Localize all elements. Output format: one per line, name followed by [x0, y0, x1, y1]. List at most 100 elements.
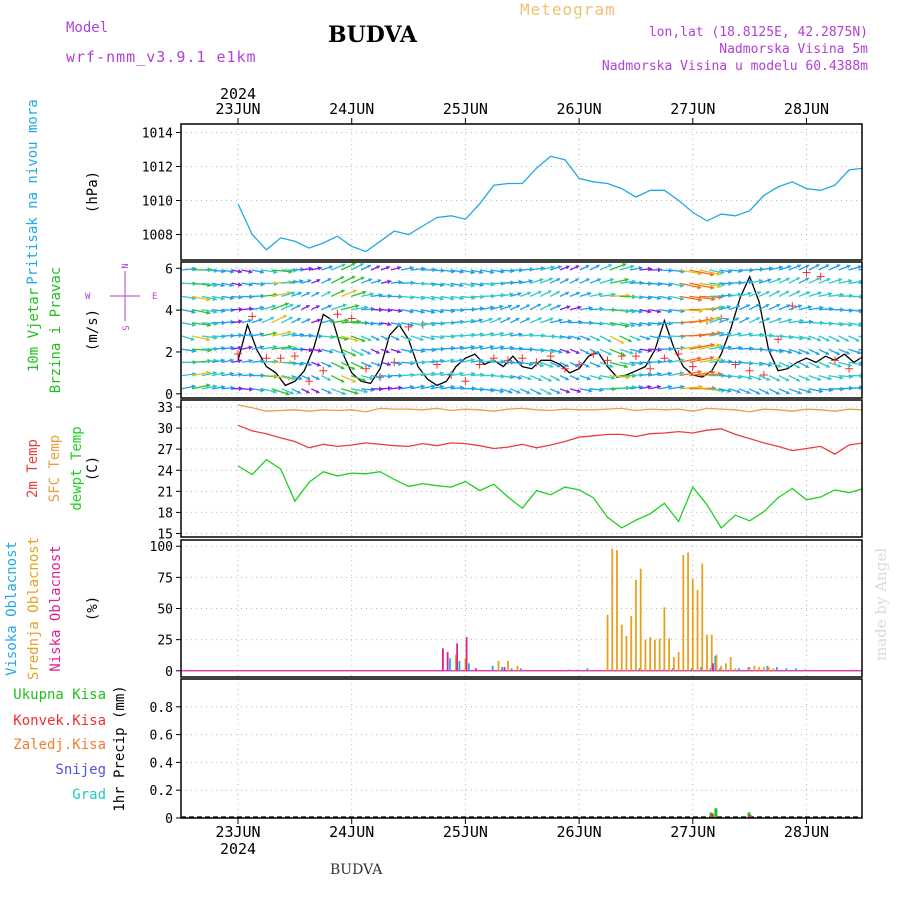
bottom-day-label: 28JUN [784, 823, 829, 841]
wind-arrow-head [697, 369, 702, 375]
wind-arrow-head [407, 337, 412, 342]
wind-arrow-head [667, 384, 672, 390]
wind-arrow-head [807, 336, 812, 341]
wind-arrow-head [623, 363, 629, 369]
wind-arrow-head [518, 279, 523, 285]
bar [455, 654, 457, 671]
wind-arrow-head [727, 388, 732, 394]
wind-arrow-head [306, 318, 311, 323]
wind-arrow-head [387, 373, 392, 379]
wind-arrow-head [526, 390, 531, 394]
wind-arrow-head [509, 331, 514, 337]
wind-arrow-head [710, 285, 715, 290]
wind-arrow-head [488, 317, 493, 322]
bar [606, 614, 609, 671]
gust-point [319, 366, 328, 375]
wind-arrow-head [647, 384, 652, 390]
wind-arrow-head [765, 291, 770, 295]
wind-arrow-head [288, 316, 293, 321]
wind-arrow-head [460, 385, 465, 391]
wind-arrow-head [816, 277, 821, 282]
bottom-day-label: 25JUN [443, 823, 488, 841]
panel-side-label: Brzina i Pravac [48, 267, 64, 393]
y-tick-label: 0.8 [150, 701, 173, 716]
wind-arrow-head [398, 373, 403, 379]
wind-arrow-head [327, 390, 332, 394]
wind-arrow-head [299, 332, 305, 338]
wind-arrow-head [351, 275, 356, 280]
wind-arrow-head [238, 332, 243, 338]
wind-arrow-head [386, 361, 391, 367]
bar [725, 663, 727, 671]
wind-arrow-head [260, 387, 265, 393]
bar [766, 665, 769, 671]
wind-arrow-head [327, 304, 332, 309]
wind-arrow-head [879, 266, 883, 271]
bar [662, 669, 665, 671]
wind-arrow-head [397, 265, 402, 271]
station-altitude: Nadmorska Visina 5m [719, 42, 868, 57]
wind-arrow-head [376, 265, 381, 270]
wind-arrow [868, 283, 883, 284]
top-day-label: 25JUN [443, 100, 488, 118]
wind-arrow-head [869, 361, 873, 366]
wind-arrow-head [756, 390, 761, 395]
wind-arrow-head [518, 332, 523, 337]
gust-point [560, 364, 569, 373]
bar [728, 669, 731, 671]
wind-arrow-head [866, 337, 870, 341]
wind-arrow-head [430, 336, 436, 341]
wind-arrow-head [497, 317, 502, 322]
wind-arrow-head [289, 303, 294, 308]
wind-arrow-head [308, 266, 313, 272]
wind-arrow-head [355, 303, 360, 309]
wind-arrow-head [527, 376, 532, 381]
wind-arrow-head [868, 349, 872, 354]
bar [672, 657, 675, 671]
wind-arrow-head [516, 389, 521, 394]
wind-arrow [858, 282, 862, 284]
wind-arrow-head [238, 319, 243, 324]
wind-arrow-head [818, 388, 824, 394]
wind-arrow-head [238, 294, 243, 300]
wind-arrow-head [327, 377, 331, 381]
wind-arrow-head [807, 305, 812, 310]
wind-arrow-head [575, 350, 580, 354]
wind-arrow-head [766, 377, 771, 381]
legend-frozen-rain: Zaledj.Kisa [13, 737, 106, 753]
wind-arrow [689, 282, 715, 289]
wind-arrow-head [306, 376, 311, 381]
bar [691, 578, 694, 671]
bar [567, 669, 570, 671]
gust-point [276, 354, 285, 363]
wind-arrow-head [230, 385, 235, 391]
wind-arrow-head [526, 304, 530, 308]
wind-arrow-head [517, 291, 522, 297]
wind-arrow-head [359, 263, 364, 267]
wind-arrow-head [716, 343, 721, 348]
wind-arrow-head [877, 337, 881, 341]
y-tick-label: 2 [165, 346, 173, 361]
wind-arrow-head [786, 364, 791, 368]
wind-arrow-head [565, 265, 570, 270]
panel-frame [180, 678, 863, 819]
wind-arrow-head [595, 264, 600, 269]
y-tick-label: 0 [165, 812, 173, 827]
wind-arrow-head [249, 372, 254, 378]
wind-arrow-head [547, 391, 552, 395]
wind-arrow-head [738, 268, 743, 274]
wind-arrow-head [318, 333, 323, 339]
y-tick-label: 1012 [142, 161, 173, 176]
wind-arrow-head [805, 377, 810, 381]
y-tick-label: 50 [157, 603, 173, 618]
wind-arrow-head [556, 377, 560, 381]
wind-arrow-head [846, 264, 851, 269]
wind-arrow-head [238, 372, 243, 378]
model-name: wrf-nmm_v3.9.1 e1km [66, 48, 257, 66]
wind-arrow-head [776, 290, 780, 295]
wind-arrow-head [576, 388, 582, 394]
wind-arrow-head [316, 362, 321, 367]
gust-point [816, 272, 825, 281]
wind-arrow-head [668, 334, 673, 340]
gust-point [631, 352, 640, 361]
